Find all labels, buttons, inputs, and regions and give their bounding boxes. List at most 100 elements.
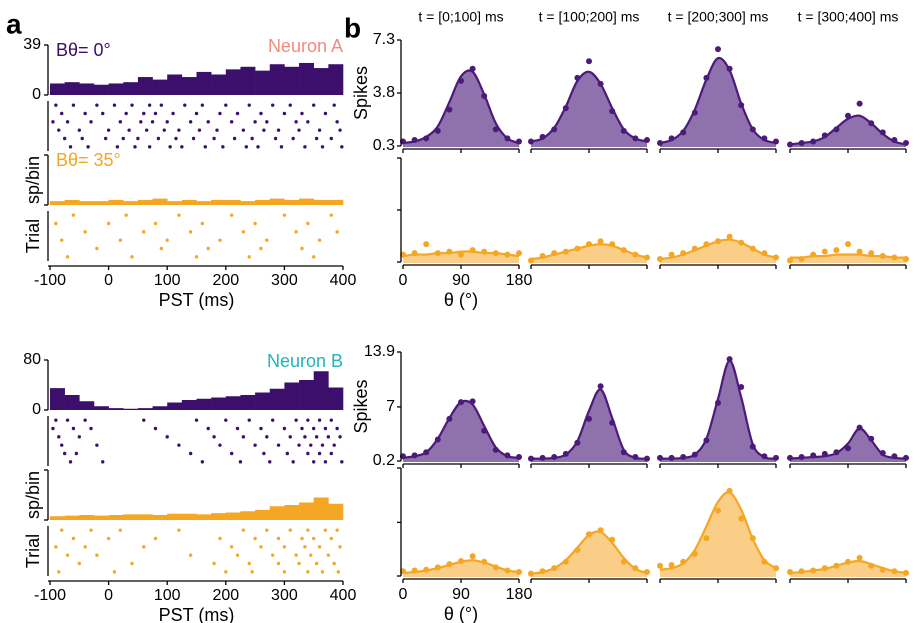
histogram-bar (181, 77, 197, 95)
histogram-bar (64, 199, 80, 205)
column-title: t = [300;400] ms (798, 9, 899, 25)
histogram-bar (167, 74, 183, 95)
data-point (644, 136, 650, 143)
column-title: t = [200;300] ms (668, 9, 769, 25)
histogram-bar (269, 506, 285, 520)
spike (317, 418, 322, 422)
data-point (446, 106, 453, 113)
spike (262, 128, 266, 132)
histogram-bar (50, 516, 65, 520)
spike (77, 561, 82, 566)
data-point (586, 531, 592, 538)
data-point (738, 239, 745, 246)
panel-label: a (6, 8, 22, 39)
histogram-bar (123, 408, 139, 410)
data-point (691, 245, 698, 252)
spike (276, 443, 281, 447)
spike (317, 451, 322, 456)
data-point (810, 138, 817, 145)
data-point (644, 569, 650, 576)
spike (106, 536, 111, 541)
histogram-bar (137, 77, 153, 95)
histogram-bar (108, 199, 124, 205)
fit-line (789, 427, 907, 460)
histogram-bar (196, 398, 212, 410)
histogram-bar (108, 408, 124, 410)
data-point (597, 527, 604, 534)
spike (312, 426, 316, 431)
spike (212, 561, 216, 566)
data-point (680, 129, 687, 136)
histogram-bar (181, 513, 197, 520)
spike (282, 111, 287, 116)
spike (124, 213, 128, 217)
spike (65, 120, 70, 124)
data-point (833, 562, 840, 569)
data-point (539, 133, 546, 140)
data-point (481, 93, 488, 100)
spike (238, 460, 243, 464)
x-tick-label: 300 (271, 587, 298, 604)
histogram-bar (167, 513, 183, 520)
spike (265, 528, 269, 532)
data-point (504, 452, 511, 459)
data-point (738, 384, 745, 391)
spike (101, 111, 105, 116)
data-point (632, 251, 639, 258)
spike (241, 435, 246, 439)
spike (200, 103, 205, 107)
data-point (539, 454, 546, 461)
legend-label: Bθ= 0° (56, 40, 111, 60)
data-point (516, 138, 522, 145)
spike (162, 128, 166, 132)
histogram-bar (137, 408, 153, 410)
spike (241, 128, 246, 132)
data-point (528, 138, 534, 145)
data-point (773, 254, 779, 261)
spike (215, 128, 219, 132)
data-point (516, 569, 522, 576)
spike (118, 120, 123, 124)
histogram-bar (181, 199, 197, 205)
x-tick-label: 100 (154, 272, 181, 289)
histogram-bar (50, 388, 65, 410)
histogram-bar (93, 201, 109, 205)
spike (303, 145, 307, 149)
spike (312, 460, 316, 464)
fit-line (659, 491, 777, 571)
data-point (856, 424, 863, 431)
data-point (773, 454, 779, 461)
histogram-bar (284, 66, 300, 95)
spike (340, 460, 344, 464)
spike (165, 120, 169, 124)
spike (259, 545, 263, 549)
data-point (434, 127, 441, 134)
data-point (691, 550, 698, 557)
histogram-bar (152, 406, 168, 410)
spike (229, 545, 234, 549)
spike (285, 451, 290, 456)
data-point (620, 247, 627, 254)
spike (241, 230, 246, 234)
spike (200, 460, 205, 464)
data-point (680, 558, 687, 565)
spike (270, 553, 275, 557)
spike (95, 246, 99, 251)
histogram-bar (211, 513, 227, 520)
spike (312, 255, 316, 259)
spike (338, 545, 342, 549)
data-point (845, 558, 851, 565)
fit-line (402, 69, 520, 145)
data-point (539, 253, 546, 260)
y-tick-label: 13.9 (364, 343, 395, 360)
histogram-bar (64, 82, 80, 95)
spike (338, 128, 342, 132)
spike (294, 120, 298, 124)
spike (314, 435, 319, 439)
data-point (856, 100, 863, 107)
data-point (845, 445, 851, 452)
spike (139, 120, 143, 124)
data-point (434, 436, 441, 443)
spike (279, 145, 284, 149)
y-axis-label: sp/bin (23, 471, 43, 519)
